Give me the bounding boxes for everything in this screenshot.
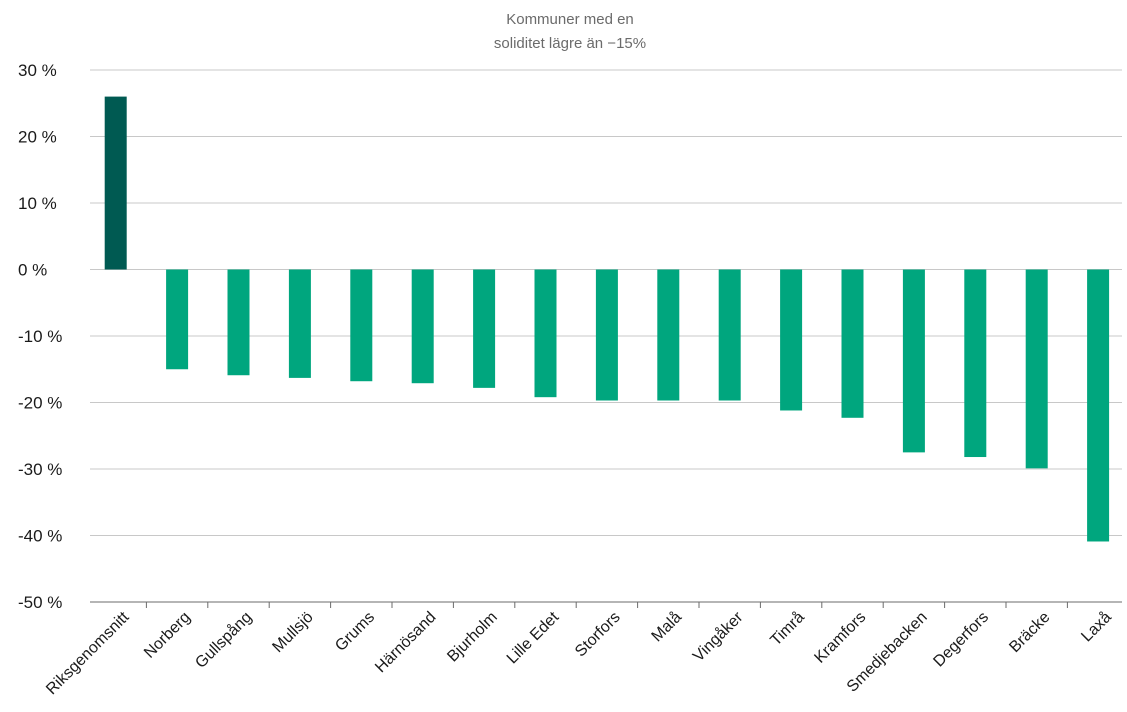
- category-label: Härnösand: [372, 609, 439, 676]
- bar-kramfors: [841, 269, 864, 418]
- y-tick-label: 20 %: [18, 128, 57, 147]
- chart-title-line-1: Kommuner med en: [506, 11, 634, 28]
- y-tick-label: 0 %: [18, 261, 47, 280]
- category-label: Grums: [332, 609, 378, 655]
- category-label: Bräcke: [1006, 609, 1053, 656]
- y-tick-label: -30 %: [18, 460, 62, 479]
- x-axis: [90, 601, 1122, 608]
- category-label: Norberg: [141, 609, 194, 662]
- bar-laxå: [1087, 269, 1110, 542]
- y-tick-label: -10 %: [18, 327, 62, 346]
- category-label: Lille Edet: [504, 608, 563, 667]
- category-label: Riksgenomsnitt: [43, 608, 133, 698]
- bar-grums: [350, 269, 373, 382]
- bar-timrå: [780, 269, 803, 411]
- bar-degerfors: [964, 269, 987, 458]
- category-label: Timrå: [767, 608, 808, 649]
- bar-gullspång: [227, 269, 250, 376]
- bar-storfors: [595, 269, 618, 401]
- bar-smedjebacken: [902, 269, 925, 453]
- chart-title-line-2: soliditet lägre än −15%: [494, 35, 646, 52]
- category-label: Malå: [648, 608, 685, 645]
- category-label: Vingåker: [689, 608, 747, 666]
- bar-norberg: [166, 269, 189, 370]
- bar-lille-edet: [534, 269, 557, 398]
- bar-bjurholm: [473, 269, 496, 388]
- category-label: Gullspång: [192, 608, 256, 672]
- y-tick-label: -40 %: [18, 527, 62, 546]
- category-label: Kramfors: [811, 609, 869, 667]
- category-label: Storfors: [572, 609, 624, 661]
- bar-mullsjö: [288, 269, 311, 378]
- bar-malå: [657, 269, 680, 401]
- y-tick-label: 30 %: [18, 61, 57, 80]
- category-label: Mullsjö: [269, 609, 316, 656]
- y-tick-label: 10 %: [18, 194, 57, 213]
- bar-bräcke: [1025, 269, 1048, 469]
- bar-vingåker: [718, 269, 741, 401]
- y-tick-label: -50 %: [18, 593, 62, 612]
- y-tick-label: -20 %: [18, 394, 62, 413]
- y-axis-tick-labels: 30 % 20 % 10 % 0 % -10 % -20 % -30 % -40 % -50 %: [18, 61, 62, 612]
- category-label: Bjurholm: [444, 609, 501, 666]
- bar-härnösand: [411, 269, 434, 384]
- category-label: Degerfors: [930, 609, 992, 671]
- category-label: Laxå: [1078, 608, 1115, 645]
- bar-riksgenomsnitt: [104, 96, 127, 270]
- bars: [104, 96, 1110, 542]
